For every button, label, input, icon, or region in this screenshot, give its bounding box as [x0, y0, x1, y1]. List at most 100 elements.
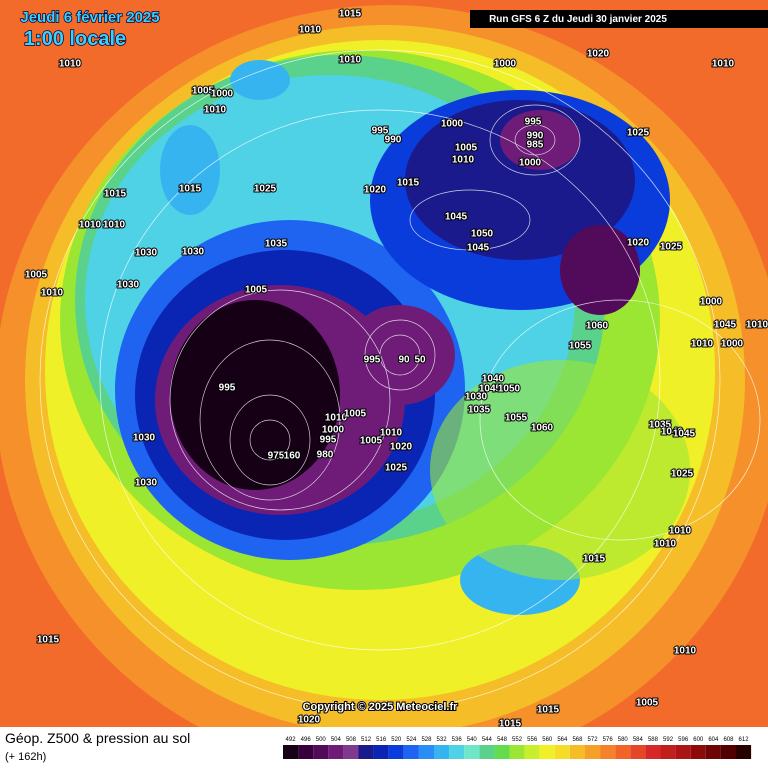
scale-label: 528: [421, 737, 432, 743]
isobar-label: 1005: [455, 143, 478, 154]
isobar-label: 1040: [661, 427, 684, 438]
scale-swatch: [388, 745, 404, 759]
scale-swatch: [645, 745, 661, 759]
scale-swatch: [569, 745, 585, 759]
scale-swatch: [283, 745, 299, 759]
scale-swatch: [328, 745, 344, 759]
isobar-label: 1045: [445, 212, 468, 223]
isobar-label: 1000: [700, 297, 723, 308]
footer-title: Géop. Z500 & pression au sol: [5, 730, 190, 746]
scale-swatch: [660, 745, 676, 759]
isobar-label: 995: [219, 383, 236, 394]
scale-label: 552: [512, 737, 523, 743]
scale-label: 500: [316, 737, 327, 743]
scale-label: 592: [663, 737, 674, 743]
scale-label: 564: [557, 737, 568, 743]
isobar-label: 1000: [441, 119, 464, 130]
isobar-label: 1010: [103, 220, 126, 231]
isobar-label: 1060: [586, 321, 609, 332]
scale-swatch: [675, 745, 691, 759]
scale-label: 584: [633, 737, 644, 743]
scale-label: 512: [361, 737, 372, 743]
isobar-label: 1055: [569, 341, 592, 352]
isobar-label: 1010: [746, 320, 768, 331]
isobar-label: 1045: [467, 243, 490, 254]
isobar-label: 995: [372, 126, 389, 137]
isobar-label: 1035: [649, 420, 672, 431]
isobar-label: 1010: [339, 55, 362, 66]
isobar-label: 995: [320, 435, 337, 446]
scale-label: 576: [603, 737, 614, 743]
scale-label: 568: [572, 737, 583, 743]
scale-label: 588: [648, 737, 659, 743]
forecast-lead: (+ 162h): [5, 751, 46, 763]
isobar-label: 1010: [325, 413, 348, 424]
isobar-label: 1000: [322, 425, 345, 436]
isobar-label: 1020: [298, 715, 321, 726]
scale-swatch: [600, 745, 616, 759]
isobar-label: 1035: [468, 405, 491, 416]
isobar-label: 1020: [390, 442, 413, 453]
isobar-label: 1010: [380, 428, 403, 439]
isobar-label: 1010: [204, 105, 227, 116]
scale-label: 596: [678, 737, 689, 743]
scale-swatch: [705, 745, 721, 759]
isobar-label: 1020: [364, 185, 387, 196]
isobar-label: 1025: [671, 469, 694, 480]
isobar-label: 980: [317, 450, 334, 461]
scale-label: 548: [497, 737, 508, 743]
isobar-label: 1030: [135, 478, 158, 489]
scale-swatch: [449, 745, 465, 759]
isobar-label: 1035: [265, 239, 288, 250]
isobar-label: 160: [284, 451, 301, 462]
isobar-label: 1050: [471, 229, 494, 240]
isobar-label: 975: [268, 451, 285, 462]
scale-label: 492: [286, 737, 297, 743]
isobar-label: 1010: [674, 646, 697, 657]
scale-label: 608: [723, 737, 734, 743]
scale-swatch: [690, 745, 706, 759]
isobar-label: 1050: [498, 384, 521, 395]
isobar-label: 1010: [41, 288, 64, 299]
copyright: Copyright © 2025 Meteociel.fr: [303, 701, 459, 713]
isobar-label: 1000: [721, 339, 744, 350]
isobar-label: 1010: [59, 59, 82, 70]
scale-swatch: [554, 745, 570, 759]
scale-label: 508: [346, 737, 357, 743]
isobar-label: 990: [527, 131, 544, 142]
isobar-label: 1040: [482, 374, 505, 385]
scale-label: 504: [331, 737, 342, 743]
isobar-label: 1010: [712, 59, 735, 70]
run-box: [470, 10, 768, 28]
isobar-label: 1000: [494, 59, 517, 70]
scale-label: 524: [406, 737, 417, 743]
scale-swatch: [509, 745, 525, 759]
isobar-label: 1010: [691, 339, 714, 350]
scale-label: 544: [482, 737, 493, 743]
isobar-label: 1010: [669, 526, 692, 537]
scale-swatch: [373, 745, 389, 759]
isobar-label: 1020: [627, 238, 650, 249]
isobar-label: 1015: [339, 9, 362, 20]
isobar-label: 1025: [254, 184, 277, 195]
scale-label: 556: [527, 737, 538, 743]
isobar-label: 1045: [714, 320, 737, 331]
isobar-label: 1045: [479, 384, 502, 395]
isobar-label: 1015: [397, 178, 420, 189]
isobar-label: 1010: [654, 539, 677, 550]
scale-label: 532: [437, 737, 448, 743]
scale-swatch: [479, 745, 495, 759]
scale-swatch: [434, 745, 450, 759]
scale-swatch: [585, 745, 601, 759]
isobar-label: 1025: [660, 242, 683, 253]
scale-label: 520: [391, 737, 402, 743]
scale-label: 600: [693, 737, 704, 743]
isobar-label: 1005: [245, 285, 268, 296]
scale-swatch: [403, 745, 419, 759]
isobar-label: 1010: [452, 155, 475, 166]
scale-swatch: [343, 745, 359, 759]
isobar-label: 995: [364, 355, 381, 366]
